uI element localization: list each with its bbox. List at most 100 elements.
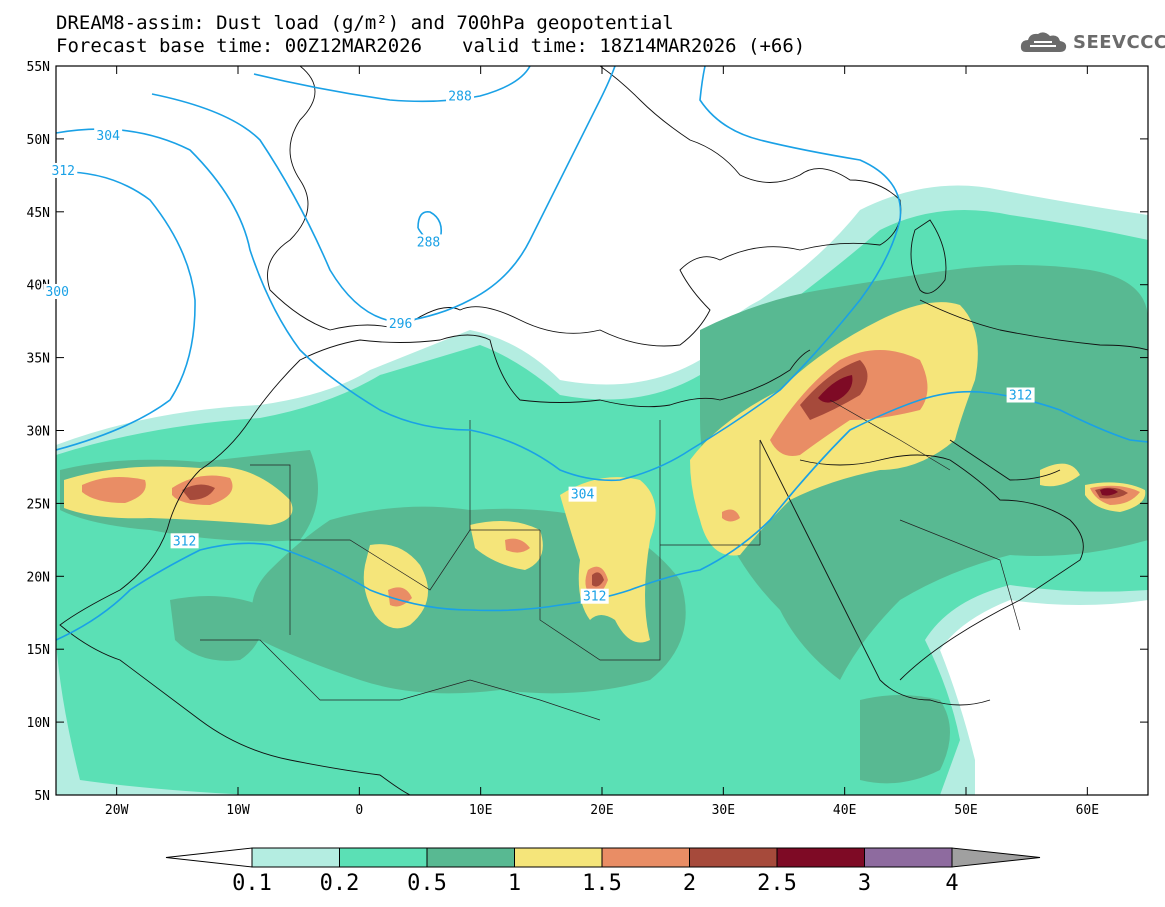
dust-level-1.5-egypt xyxy=(722,509,740,522)
lon-label: 40E xyxy=(833,803,856,818)
contour-label-bg xyxy=(94,127,123,143)
lat-label: 20N xyxy=(27,570,50,585)
contour-label-bg xyxy=(446,88,475,104)
cloud-icon xyxy=(1020,32,1067,52)
contour-label-bg xyxy=(170,533,199,549)
colorbar-label: 2.5 xyxy=(757,871,797,896)
contour-288-north xyxy=(253,66,531,103)
lon-label: 50E xyxy=(954,803,977,818)
contour-label: 296 xyxy=(389,317,412,332)
coastline-north-africa xyxy=(249,334,811,421)
coastline-red-sea xyxy=(759,439,991,706)
colorbar-swatch xyxy=(339,847,428,868)
dust-level-1.5-chad xyxy=(505,538,530,553)
dust-level-1.5-west-a xyxy=(82,476,146,503)
coastline-west-africa xyxy=(59,419,411,795)
lon-label: 10W xyxy=(226,803,250,818)
lon-label: 0 xyxy=(355,803,363,818)
coastline-caspian xyxy=(910,219,947,294)
contour-312-northwest xyxy=(56,171,196,451)
colorbar-arrow-low xyxy=(165,847,253,868)
dust-level-0.5-horn xyxy=(860,695,950,784)
map-subtitle: Forecast base time: 00Z12MAR2026 valid ti… xyxy=(56,36,805,56)
contour-label-bg xyxy=(49,162,78,178)
border-arabia xyxy=(829,399,1021,631)
colorbar-swatch xyxy=(426,847,515,868)
colorbar-swatch xyxy=(864,847,953,868)
lat-label: 55N xyxy=(27,60,50,75)
lat-label: 30N xyxy=(27,425,50,440)
colorbar-swatch xyxy=(251,847,340,868)
colorbar-arrow-high xyxy=(951,847,1041,868)
contour-label: 288 xyxy=(417,235,440,250)
contour-296 xyxy=(151,66,616,323)
border-sahel xyxy=(200,639,601,721)
lat-label: 45N xyxy=(27,206,50,221)
colorbar-swatch xyxy=(776,847,865,868)
lat-label: 25N xyxy=(27,497,50,512)
dust-level-1-niger xyxy=(363,544,428,629)
lat-label: 15N xyxy=(27,643,50,658)
contour-label-bg xyxy=(386,316,415,332)
colorbar-label: 0.1 xyxy=(232,871,272,896)
lon-label: 30E xyxy=(712,803,735,818)
coastline-europe xyxy=(267,66,902,347)
contour-label: 304 xyxy=(96,129,120,144)
base-time-label: Forecast base time: 00Z12MAR2026 xyxy=(56,35,423,57)
colorbar-swatch xyxy=(689,847,778,868)
contour-label: 288 xyxy=(448,90,471,105)
border-egypt xyxy=(660,440,761,546)
colorbar-swatch xyxy=(601,847,690,868)
lon-label: 20W xyxy=(105,803,129,818)
contour-label-bg xyxy=(43,283,72,299)
coastline-arabia xyxy=(799,454,1084,681)
contour-label: 312 xyxy=(173,534,196,549)
dust-level-2-west xyxy=(182,484,215,500)
logo-text: SEEVCCC xyxy=(1073,32,1165,53)
contour-label-bg xyxy=(580,588,609,604)
dust-level-2.5-iraq xyxy=(818,375,853,403)
map-title: DREAM8-assim: Dust load (g/m²) and 700hP… xyxy=(56,12,674,34)
coastlines xyxy=(59,66,1148,795)
lon-label: 60E xyxy=(1076,803,1099,818)
seevccc-logo: SEEVCCC xyxy=(1018,28,1165,58)
colorbar-label: 4 xyxy=(945,871,958,896)
dust-level-0.5-senegal xyxy=(170,596,263,661)
lon-label: 10E xyxy=(469,803,492,818)
contour-label-bg xyxy=(414,234,443,250)
contour-312-south xyxy=(56,390,1148,641)
colorbar-label: 0.5 xyxy=(407,871,447,896)
lat-label: 35N xyxy=(27,352,50,367)
border-sahara-west xyxy=(250,464,540,635)
lat-label: 10N xyxy=(27,716,50,731)
dust-level-2.5-gulf xyxy=(1100,488,1118,496)
dust-field xyxy=(56,185,1148,795)
colorbar-label: 3 xyxy=(858,871,871,896)
contour-304 xyxy=(56,66,902,482)
contour-label: 312 xyxy=(583,590,606,605)
valid-time-label: valid time: 18Z14MAR2026 (+66) xyxy=(462,35,806,57)
coastline-iran xyxy=(919,299,1148,351)
contour-label-layer: 288 304 312 288 300 296 312 304 312 312 xyxy=(43,88,1035,605)
colorbar-label: 2 xyxy=(683,871,696,896)
lat-label: 50N xyxy=(27,133,50,148)
lat-label: 5N xyxy=(34,789,50,804)
dust-level-1.5-iraq xyxy=(770,350,928,456)
colorbar-swatch xyxy=(514,847,603,868)
coastline-persian-gulf xyxy=(949,439,1061,481)
colorbar-label: 1.5 xyxy=(582,871,622,896)
colorbar-label: 0.2 xyxy=(320,871,360,896)
contour-label: 304 xyxy=(571,488,595,503)
contour-label: 300 xyxy=(45,285,68,300)
dust-level-0.5-sahel xyxy=(252,506,686,694)
colorbar-legend: 0.1 0.2 0.5 1 1.5 2 2.5 3 4 xyxy=(165,847,1041,896)
contour-label: 312 xyxy=(1009,389,1032,404)
geopotential-contours xyxy=(56,66,1148,641)
lon-label: 20E xyxy=(590,803,613,818)
contour-label-bg xyxy=(568,486,597,502)
contour-label: 312 xyxy=(52,164,75,179)
colorbar-label: 1 xyxy=(508,871,521,896)
dust-level-2-tibesti xyxy=(592,572,604,587)
